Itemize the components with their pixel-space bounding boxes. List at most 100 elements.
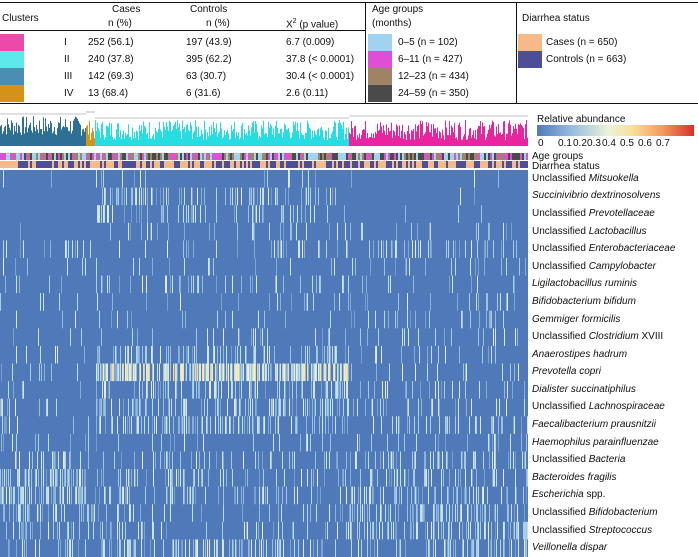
heatmap-cell — [132, 187, 133, 206]
dendrogram-leaf — [323, 138, 324, 146]
heatmap-cell — [95, 486, 96, 505]
heatmap-cell — [309, 398, 310, 417]
heatmap-cell — [396, 486, 397, 505]
heatmap-cell — [15, 398, 16, 417]
colorbar-title: Relative abundance — [537, 114, 626, 125]
diarrhea-annotation-cell — [382, 161, 384, 168]
heatmap-cell — [441, 504, 442, 522]
heatmap-cell — [343, 398, 344, 417]
heatmap-cell — [0, 398, 1, 417]
age-annotation-cell — [398, 153, 400, 160]
heatmap-cell — [21, 486, 22, 505]
heatmap-cell — [232, 363, 233, 382]
age-annotation-cell — [450, 153, 452, 160]
dendrogram-leaf — [255, 121, 256, 146]
dendrogram-leaf — [390, 130, 391, 146]
heatmap-cell — [101, 469, 102, 487]
diarrhea-annotation-cell — [242, 161, 244, 168]
dendrogram-leaf — [239, 139, 240, 146]
age-annotation-cell — [498, 153, 500, 160]
heatmap-cell — [455, 469, 456, 487]
heatmap-cell — [446, 451, 447, 470]
heatmap-cell — [179, 187, 180, 206]
heatmap-cell — [289, 381, 290, 399]
taxon-name: Faecalibacterium prausnitzii — [532, 419, 656, 431]
heatmap-cell — [477, 275, 478, 294]
heatmap-cell — [193, 240, 194, 258]
heatmap-cell — [447, 416, 448, 434]
diarrhea-annotation-cell — [198, 161, 200, 168]
heatmap-cell — [322, 433, 323, 452]
heatmap-cell — [458, 416, 459, 434]
heatmap-cell — [146, 398, 147, 417]
heatmap-cell — [283, 222, 284, 241]
age-annotation-cell — [282, 153, 284, 160]
heatmap-cell — [253, 363, 254, 382]
heatmap-cell — [10, 486, 11, 505]
dendrogram-leaf — [175, 121, 176, 146]
heatmap-cell — [376, 363, 377, 382]
dendrogram-leaf — [273, 128, 274, 146]
heatmap-cell — [384, 310, 385, 329]
heatmap-cell — [51, 469, 52, 487]
heatmap-cell — [183, 363, 184, 382]
heatmap-cell — [249, 416, 250, 434]
heatmap-cell — [425, 257, 426, 276]
dendrogram-leaf — [324, 139, 325, 146]
dendrogram-leaf — [122, 134, 123, 146]
heatmap-cell — [166, 486, 167, 505]
heatmap-cell — [197, 363, 198, 382]
dendrogram-leaf — [28, 127, 29, 146]
heatmap-cell — [296, 222, 297, 241]
heatmap-cell — [399, 486, 400, 505]
heatmap-cell — [133, 539, 134, 557]
heatmap-cell — [302, 363, 303, 382]
heatmap-cell — [128, 345, 129, 364]
heatmap-cell — [301, 469, 302, 487]
heatmap-cell — [98, 345, 99, 364]
dendrogram-leaf — [198, 126, 199, 146]
heatmap-cell — [146, 345, 147, 364]
heatmap-cell — [181, 381, 182, 399]
dendrogram-leaf — [246, 133, 247, 146]
heatmap-cell — [324, 451, 325, 470]
heatmap-cell — [78, 539, 79, 557]
heatmap-cell — [296, 363, 297, 382]
heatmap-cell — [488, 433, 489, 452]
heatmap-cell — [398, 504, 399, 522]
heatmap-cell — [13, 504, 14, 522]
heatmap-cell — [102, 539, 103, 557]
age-annotation-cell — [312, 153, 314, 160]
diarrhea-annotation-cell — [254, 161, 256, 168]
heatmap-cell — [251, 363, 252, 382]
age-annotation-cell — [458, 153, 460, 160]
diarrhea-annotation-cell — [12, 161, 14, 168]
heatmap-cell — [193, 539, 194, 557]
heatmap-cell — [18, 486, 19, 505]
heatmap-cell — [211, 363, 212, 382]
heatmap-cell — [111, 398, 112, 417]
dendrogram-leaf — [298, 131, 299, 146]
heatmap-cell — [198, 363, 199, 382]
dendrogram-leaf — [135, 137, 136, 146]
age-annotation-cell — [116, 153, 118, 160]
heatmap-cell — [472, 469, 473, 487]
heatmap-cell — [9, 416, 10, 434]
dendrogram-leaf — [475, 130, 476, 146]
heatmap-cell — [300, 433, 301, 452]
heatmap-cell — [302, 381, 303, 399]
age-annotation-cell — [202, 153, 204, 160]
heatmap-cell — [457, 293, 458, 311]
heatmap-cell — [278, 539, 279, 557]
dendrogram-leaf — [522, 126, 523, 146]
diarrhea-annotation-cell — [32, 161, 34, 168]
heatmap-cell — [63, 451, 64, 470]
heatmap-cell — [351, 486, 352, 505]
heatmap-cell — [57, 469, 58, 487]
dendrogram-leaf — [80, 124, 81, 146]
dendrogram-leaf — [251, 127, 252, 146]
heatmap-cell — [123, 416, 124, 434]
heatmap-cell — [205, 486, 206, 505]
heatmap-cell — [127, 345, 128, 364]
heatmap-cell — [242, 504, 243, 522]
